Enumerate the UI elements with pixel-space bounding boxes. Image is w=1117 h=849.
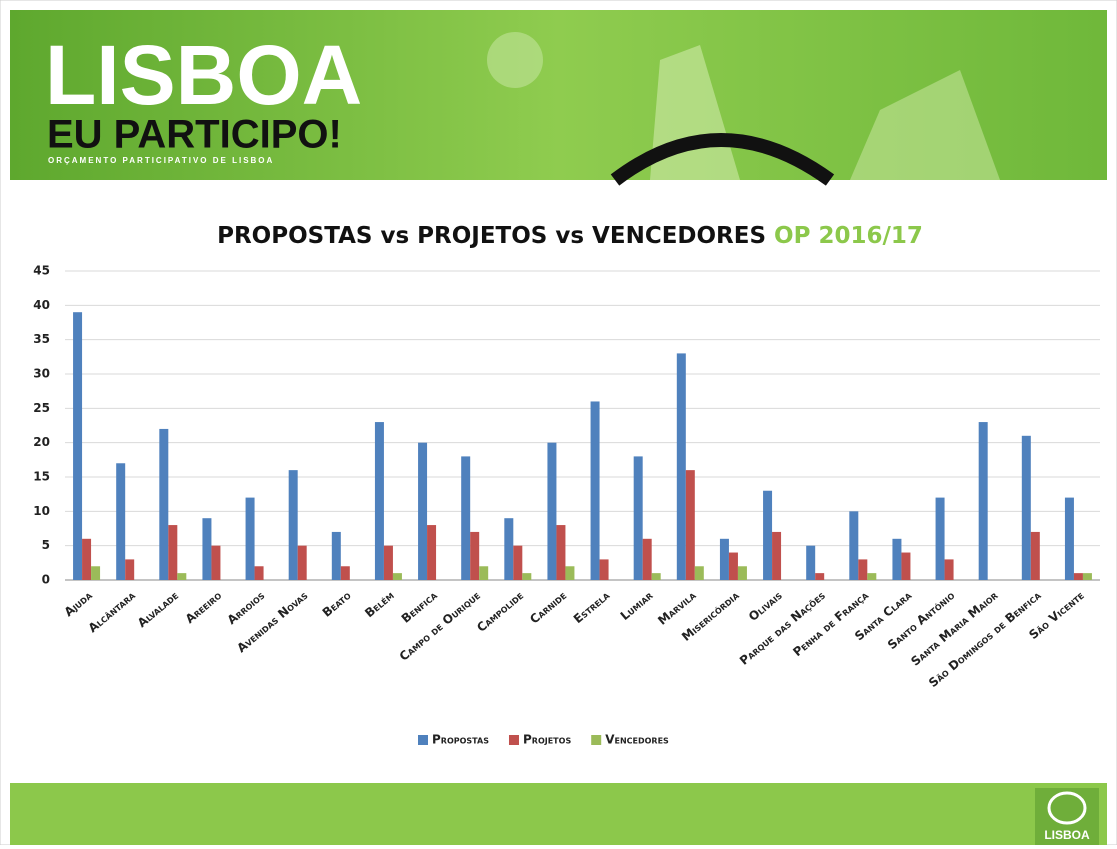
y-tick-label: 5 [42,538,50,552]
bar [522,573,532,580]
bar [504,518,514,580]
y-tick-label: 45 [33,264,50,278]
bar [177,573,187,580]
bar [82,538,92,580]
bar [374,422,384,580]
bar [978,422,988,580]
bar [1073,573,1083,580]
chart-title-main: PROPOSTAS vs PROJETOS vs VENCEDORES [217,223,766,249]
bar [590,401,600,580]
legend-label: Vencedores [605,733,669,747]
chart-title-highlight: OP 2016/17 [774,223,923,249]
bar [719,538,729,580]
bar [1064,497,1074,580]
bar [91,566,101,580]
bar [159,428,169,580]
bar [513,545,523,580]
bar [737,566,747,580]
bar [858,559,868,580]
banner-tagline: ORÇAMENTO PARTICIPATIVO DE LISBOA [48,156,274,165]
bar [1021,435,1031,580]
bar [556,525,566,580]
bar [392,573,402,580]
bar [254,566,264,580]
legend-label: Propostas [432,733,489,747]
footer-logo-box [1035,788,1099,845]
bar [211,545,221,580]
footer-logo-bubble [1047,791,1087,825]
legend-label: Projetos [523,733,571,747]
legend-swatch [418,735,428,745]
legend-swatch [508,735,519,745]
bar [418,442,428,580]
y-tick-label: 0 [42,573,50,587]
banner-subtitle: EU PARTICIPO! [47,113,342,157]
y-tick-label: 30 [33,367,50,381]
bar [815,573,825,580]
y-tick-label: 15 [33,470,50,484]
y-tick-label: 40 [33,298,50,312]
footer-logo: LISBOA [1044,828,1090,842]
y-tick-label: 35 [33,332,50,346]
bar [728,552,738,580]
banner-decoration [850,70,1000,180]
banner-decoration [487,32,543,88]
bar [73,312,83,580]
bar [202,518,212,580]
bar [340,566,350,580]
bar [867,573,877,580]
chart-title: PROPOSTAS vs PROJETOS vs VENCEDORES OP 20… [217,223,923,249]
bar [427,525,437,580]
bar [565,566,575,580]
bar [651,573,661,580]
bar [1082,573,1092,580]
y-tick-label: 20 [33,435,50,449]
y-tick-label: 25 [33,401,50,415]
bar [892,538,902,580]
bar [694,566,704,580]
bar [633,456,643,580]
bar [297,545,307,580]
bar [383,545,393,580]
y-tick-label: 10 [33,504,50,518]
bar [168,525,178,580]
bar [944,559,954,580]
bar [642,538,652,580]
bar [901,552,911,580]
bar [806,545,816,580]
footer [10,783,1107,845]
bar [676,353,686,580]
bar [245,497,255,580]
bar [116,463,126,580]
bar [547,442,557,580]
bar [331,531,341,580]
bar [1030,531,1040,580]
legend-swatch [591,735,602,745]
bar [763,490,773,580]
bar [479,566,489,580]
bar [935,497,945,580]
bar [461,456,471,580]
bar [772,531,782,580]
bar [125,559,135,580]
bar [599,559,609,580]
banner-title: LISBOA [45,28,362,122]
banner-arc [610,133,835,186]
bar [685,470,695,580]
bar [470,531,480,580]
bar [288,470,298,580]
bar [849,511,859,580]
